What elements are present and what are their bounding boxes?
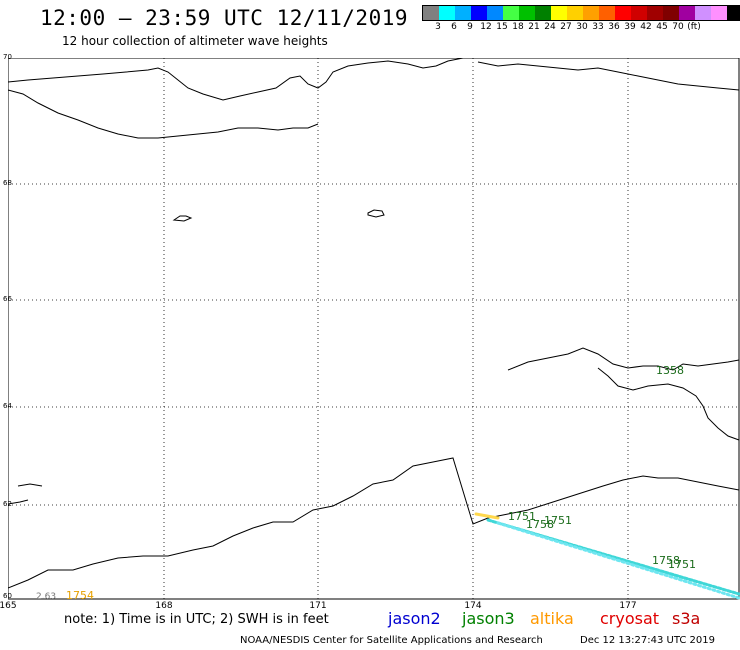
scale-label-7: 24 [544,22,556,32]
swh-value-label: 2.63 [36,592,56,600]
jason3-track-secondary [496,521,740,600]
satellite-legend-jason2: jason2 [388,609,441,628]
island-4 [8,499,29,505]
graticule [8,58,739,599]
scale-swatch-2 [455,6,471,20]
lon-label-177: 177 [619,601,637,611]
lon-label-168: 168 [155,601,173,611]
scale-swatch-11 [599,6,615,20]
altimeter-map: 1358 1751 1758 1751 1758 1751 2.63 1754 [8,58,740,600]
map-frame [8,58,740,600]
scale-label-13: 42 [640,22,652,32]
scale-swatch-19 [727,6,740,20]
island-2 [172,215,193,222]
scale-swatch-18 [711,6,727,20]
scale-label-0: 3 [435,22,441,32]
satellite-legend-altika: altika [530,609,574,628]
scale-label-15: 70 [672,22,684,32]
lat-label-70: 70 [3,53,12,61]
island-1 [367,209,385,218]
map-title: 12:00 – 23:59 UTC 12/11/2019 [40,6,409,30]
track-time-labels: 1358 1751 1758 1751 1758 1751 [508,364,696,571]
credit-line: NOAA/NESDIS Center for Satellite Applica… [240,635,543,646]
scale-swatch-14 [647,6,663,20]
coastline-peninsula [8,89,319,139]
map-subtitle: 12 hour collection of altimeter wave hei… [62,34,328,48]
scale-label-12: 39 [624,22,636,32]
satellite-legend-s3a: s3a [672,609,701,628]
scale-swatch-10 [583,6,599,20]
wave-observation-tracks [474,512,740,600]
track-time-label-1758: 1758 [526,518,554,531]
scale-swatch-6 [519,6,535,20]
lat-label-64: 64 [3,402,12,410]
scale-label-1: 6 [451,22,457,32]
coastline-north [8,58,464,101]
scale-label-11: 36 [608,22,620,32]
scale-swatch-9 [567,6,583,20]
wave-height-scale-labels: 3 6 9 12 15 18 21 24 27 30 33 36 39 42 45 70 (ft) [422,22,740,34]
satellite-legend-cryosat: cryosat [600,609,660,628]
track-time-label-1758b: 1758 [652,554,680,567]
units-note: note: 1) Time is in UTC; 2) SWH is in fe… [64,612,329,627]
lat-label-66: 66 [3,295,12,303]
track-time-label-1751b: 1751 [544,514,572,527]
satellite-legend-jason3: jason3 [462,609,515,628]
wave-height-color-scale [422,5,740,21]
scale-swatch-1 [439,6,455,20]
track-time-label-1751c: 1751 [668,558,696,571]
lat-label-60: 60 [3,592,12,600]
scale-swatch-5 [503,6,519,20]
lon-label-171: 171 [309,601,327,611]
coastline-seward [507,347,740,371]
scale-label-16: (ft) [687,22,701,32]
scale-swatch-13 [631,6,647,20]
scale-swatch-17 [695,6,711,20]
lon-label-165: 165 [0,601,17,611]
scale-swatch-3 [471,6,487,20]
coastline-mainland [8,457,740,589]
altika-time-label: 1754 [66,589,94,600]
scale-swatch-15 [663,6,679,20]
track-time-label-1751: 1751 [508,510,536,523]
scale-label-14: 45 [656,22,668,32]
coastline-northeast [477,61,740,91]
scale-swatch-16 [679,6,695,20]
scale-swatch-0 [423,6,439,20]
generated-timestamp: Dec 12 13:27:43 UTC 2019 [580,635,715,646]
lon-label-174: 174 [464,601,482,611]
coastline-seward-south [597,367,740,441]
scale-label-2: 9 [467,22,473,32]
scale-swatch-4 [487,6,503,20]
island-3 [17,483,43,487]
scale-swatch-7 [535,6,551,20]
scale-label-10: 33 [592,22,604,32]
scale-label-6: 21 [528,22,540,32]
track-time-label-1358: 1358 [656,364,684,377]
scale-label-8: 27 [560,22,572,32]
altika-track [474,512,500,520]
lat-label-62: 62 [3,500,12,508]
scale-label-4: 15 [496,22,508,32]
scale-label-3: 12 [480,22,492,32]
lat-label-68: 68 [3,179,12,187]
scale-swatch-8 [551,6,567,20]
coastlines [8,58,740,589]
scale-label-5: 18 [512,22,524,32]
scale-swatch-12 [615,6,631,20]
scale-label-9: 30 [576,22,588,32]
